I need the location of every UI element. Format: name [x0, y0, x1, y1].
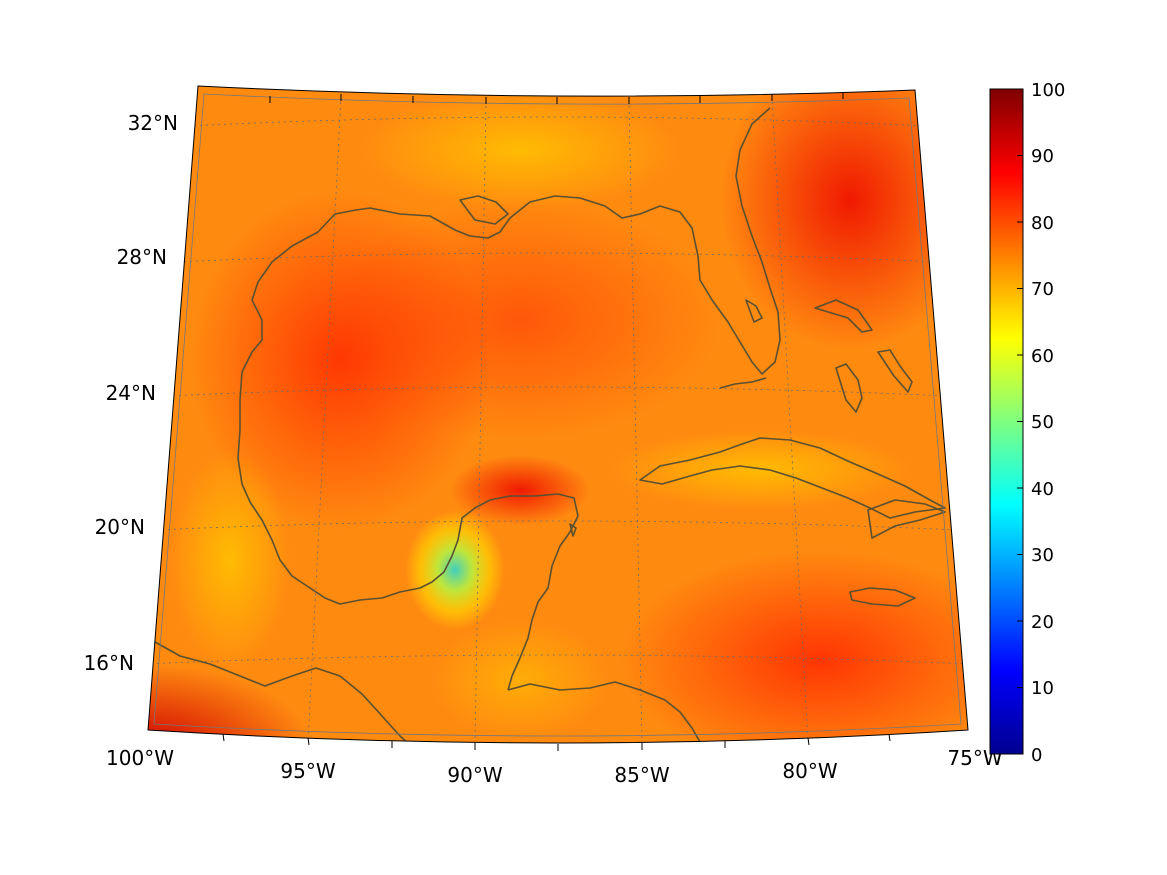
parallel-28 — [177, 252, 938, 263]
field-campeche — [450, 455, 590, 525]
colorbar-label-20: 20 — [1031, 612, 1054, 633]
lat-label-24: 24°N — [106, 381, 156, 405]
colorbar-label-90: 90 — [1031, 146, 1054, 167]
colorbar-label-50: 50 — [1031, 412, 1054, 433]
field-yellow-south — [430, 620, 610, 740]
field-yucatan-low — [405, 510, 505, 630]
lon-label-85w: 85°W — [614, 763, 669, 787]
lon-label-95w: 95°W — [280, 759, 335, 783]
lat-label-20: 20°N — [95, 515, 145, 539]
field-layer — [148, 86, 968, 743]
frame-inner — [153, 93, 962, 737]
coast-bahamas-abaco — [814, 299, 873, 333]
field-yellow-mexico — [170, 450, 290, 670]
coast-bahamas-eleuthera — [877, 349, 913, 393]
map-frame — [147, 85, 969, 751]
coast-honduras — [507, 681, 701, 743]
field-yellow-cuba — [610, 430, 910, 510]
colorbar-label-70: 70 — [1031, 279, 1054, 300]
coast-keys — [719, 377, 767, 389]
coast-central-america — [154, 641, 411, 743]
field-atlantic-east — [720, 86, 968, 350]
coast-cozumel — [569, 523, 577, 537]
frame-outer — [147, 85, 969, 744]
field-gulf-interior — [320, 200, 720, 440]
field-caribbean-south — [620, 550, 968, 743]
frame-ticks-bottom — [222, 733, 891, 751]
colorbar-label-80: 80 — [1031, 213, 1054, 234]
field-yellow-florida — [360, 90, 680, 210]
coastlines — [154, 107, 946, 743]
parallel-20 — [155, 520, 960, 531]
coast-mexico-east — [237, 299, 579, 691]
latitude-labels: 32°N 28°N 24°N 20°N 16°N — [84, 111, 178, 675]
lat-label-28: 28°N — [117, 245, 167, 269]
colorbar-label-100: 100 — [1031, 80, 1065, 101]
colorbar-label-40: 40 — [1031, 479, 1054, 500]
colorbar-ticks — [1017, 88, 1023, 755]
colorbar-label-60: 60 — [1031, 346, 1054, 367]
colorbar-label-10: 10 — [1031, 678, 1054, 699]
coast-tampa-detail — [745, 299, 763, 323]
lat-label-16: 16°N — [84, 651, 134, 675]
lon-label-90w: 90°W — [447, 763, 502, 787]
coast-gulf — [251, 107, 781, 375]
lat-label-32: 32°N — [128, 111, 178, 135]
coast-hispaniola — [867, 499, 946, 539]
lon-label-100w: 100°W — [106, 746, 174, 770]
colorbar-label-30: 30 — [1031, 545, 1054, 566]
frame-ticks-top — [269, 92, 844, 104]
colorbar: 100 90 80 70 60 50 40 30 20 10 0 — [989, 80, 1065, 766]
lon-label-80w: 80°W — [782, 759, 837, 783]
colorbar-label-0: 0 — [1031, 745, 1042, 766]
coast-jamaica — [849, 587, 916, 607]
coast-bahamas-andros — [835, 363, 863, 413]
parallel-32 — [187, 116, 926, 127]
coast-cuba — [639, 437, 946, 519]
longitude-labels: 100°W 95°W 90°W 85°W 80°W 75°W — [106, 746, 1003, 787]
coast-louisiana-detail — [459, 195, 509, 225]
graticule — [148, 95, 968, 743]
